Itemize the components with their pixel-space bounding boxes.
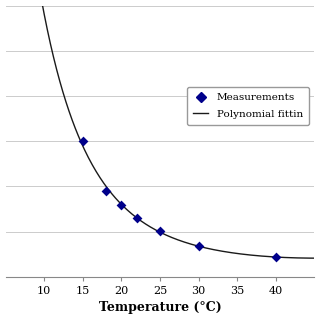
Point bbox=[80, 139, 85, 144]
Point bbox=[196, 244, 201, 249]
Point bbox=[103, 188, 108, 193]
X-axis label: Temperature (°C): Temperature (°C) bbox=[99, 301, 221, 315]
Legend: Measurements, Polynomial fittin: Measurements, Polynomial fittin bbox=[187, 87, 309, 125]
Point bbox=[157, 229, 163, 234]
Point bbox=[119, 203, 124, 208]
Point bbox=[273, 255, 278, 260]
Point bbox=[134, 215, 140, 220]
